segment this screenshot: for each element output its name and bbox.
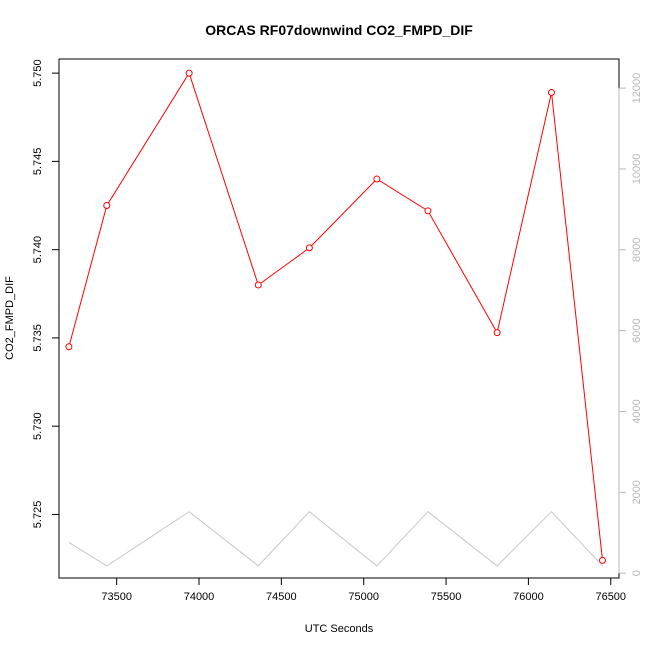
x-tick-label: 76500 [595,591,626,603]
x-tick-label: 75000 [348,591,379,603]
y2-tick-label: 4000 [631,399,643,423]
y2-tick-label: 2000 [631,480,643,504]
y2-tick-label: 12000 [631,73,643,104]
series-1-point [493,329,501,337]
x-tick-label: 74000 [184,591,215,603]
y2-tick-label: 8000 [631,238,643,262]
series-1-point [254,281,262,289]
y2-tick-label: 0 [631,570,643,576]
x-tick-label: 75500 [431,591,462,603]
series-1-point [65,343,73,351]
y-tick-label: 5.740 [32,236,44,264]
y-axis: 5.725 5.730 5.735 5.740 5.745 5.750 [32,59,60,529]
y-tick-label: 5.725 [32,501,44,529]
series-1-point [424,207,432,215]
chart-title: ORCAS RF07downwind CO2_FMPD_DIF [205,22,473,38]
y-tick-label: 5.745 [32,148,44,176]
series-2-line [68,510,603,567]
x-tick-label: 76000 [513,591,544,603]
y2-tick-label: 6000 [631,318,643,342]
series-1-point [599,556,607,564]
series-1-point [547,89,555,97]
series-1-point [103,202,111,210]
y2-tick-label: 10000 [631,154,643,185]
series-1-point [185,69,193,77]
y-axis-label: CO2_FMPD_DIF [4,276,16,360]
y-tick-label: 5.730 [32,412,44,440]
x-tick-label: 73500 [101,591,132,603]
x-axis: 73500 74000 74500 75000 75500 76000 76500 [101,577,626,603]
series-1-point [373,175,381,183]
x-axis-label: UTC Seconds [305,623,374,635]
y-tick-label: 5.750 [32,59,44,87]
series-layer [65,69,607,567]
series-1-point [305,244,313,252]
y-tick-label: 5.735 [32,324,44,352]
series-1-line [68,71,603,561]
y2-axis: 0 2000 4000 6000 8000 10000 12000 [618,73,643,576]
x-tick-label: 74500 [266,591,297,603]
plot-frame [58,58,620,579]
